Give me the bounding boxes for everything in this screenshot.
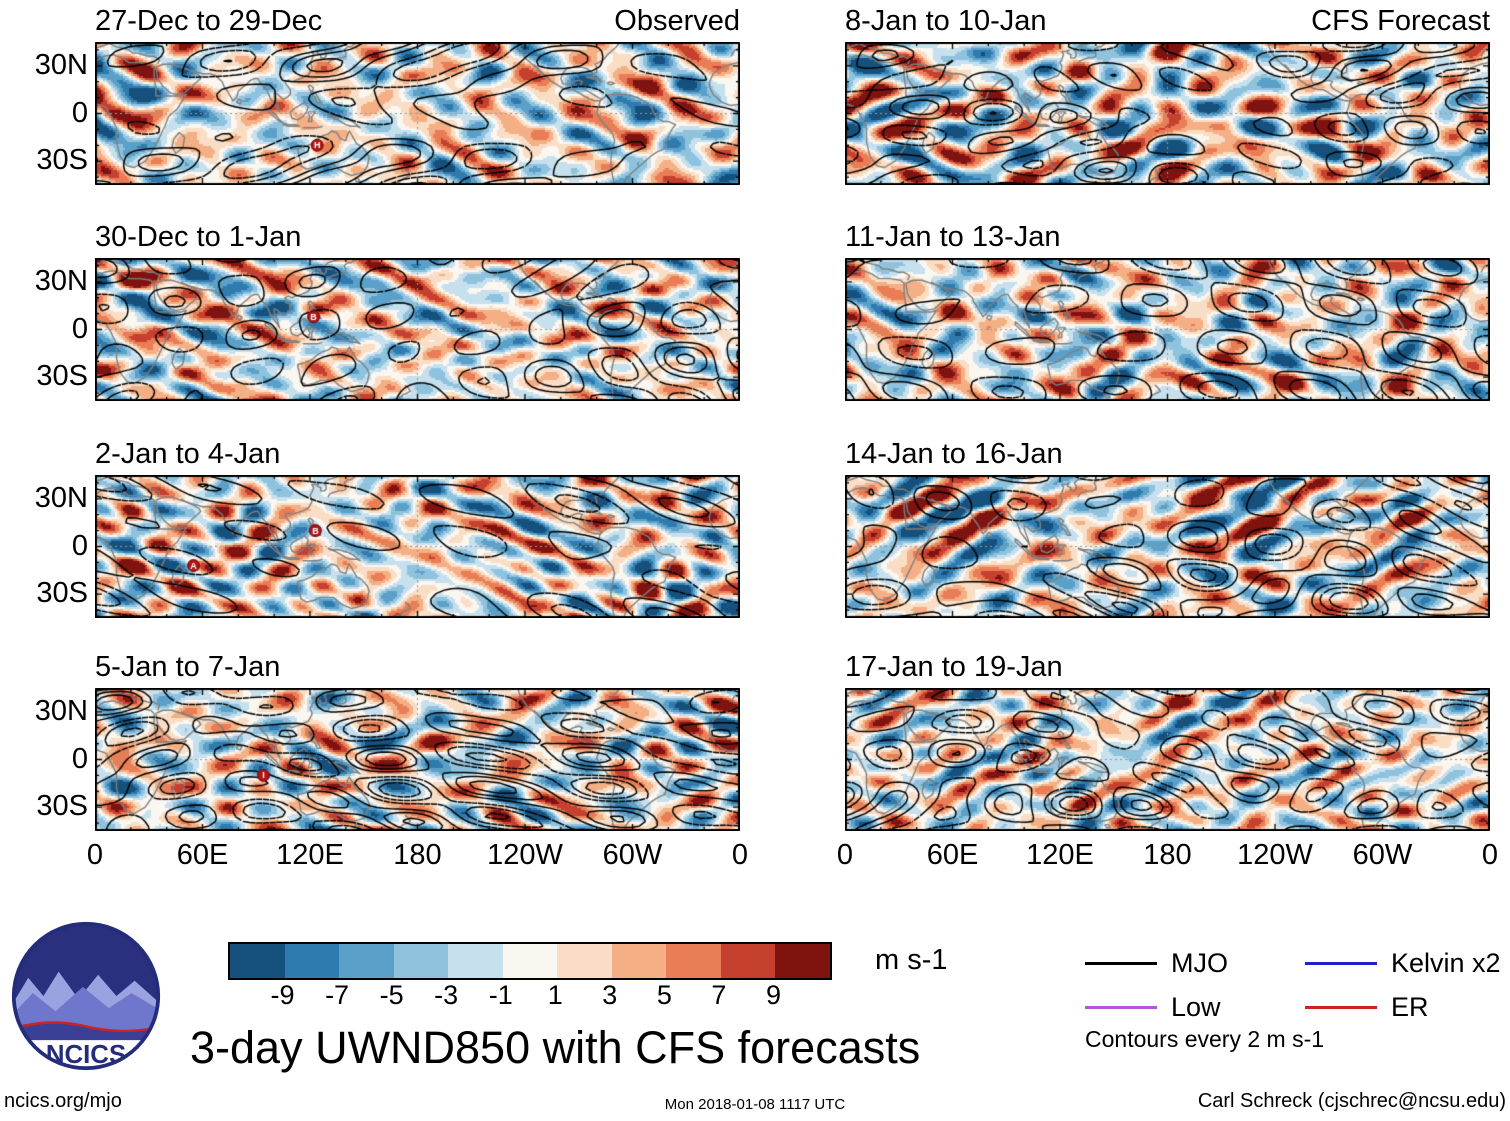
colorbar <box>228 942 832 980</box>
colorbar-cell <box>393 944 449 978</box>
colorbar-cell <box>230 944 285 978</box>
legend-label-mjo: MJO <box>1171 948 1228 978</box>
map-canvas <box>95 258 740 401</box>
colorbar-tick-label: 7 <box>711 980 727 1010</box>
y-axis-label: 30S <box>36 790 88 823</box>
map-canvas <box>845 42 1490 185</box>
panel-title: 8-Jan to 10-Jan <box>845 5 1047 37</box>
x-axis-label: 120W <box>487 839 563 871</box>
author-credit: Carl Schreck (cjschrec@ncsu.edu) <box>1197 1090 1506 1112</box>
colorbar-tick-label: -7 <box>325 980 350 1010</box>
generation-timestamp: Mon 2018-01-08 1117 UTC <box>664 1096 846 1113</box>
y-axis-label: 30S <box>36 360 88 393</box>
logo-foothills <box>13 1022 159 1041</box>
map-canvas <box>845 688 1490 831</box>
colorbar-tick-label: 3 <box>602 980 618 1010</box>
panel-title: 2-Jan to 4-Jan <box>95 438 281 470</box>
er-line-sample <box>1305 1006 1377 1009</box>
colorbar-cell <box>502 944 558 978</box>
panel-corner-label: CFS Forecast <box>1311 5 1490 37</box>
y-axis-label: 0 <box>71 742 88 775</box>
y-axis-label: 30N <box>34 264 88 297</box>
x-axis-label: 120W <box>1237 839 1313 871</box>
map-canvas <box>95 688 740 831</box>
x-axis-label: 0 <box>1481 839 1499 871</box>
x-axis-label: 60W <box>1352 839 1413 871</box>
colorbar-tick-label: -1 <box>488 980 513 1010</box>
legend-item-er: ER <box>1305 992 1429 1023</box>
map-panel-observed-2: 2-Jan to 4-Jan <box>95 438 740 618</box>
y-axis-label: 30N <box>34 481 88 514</box>
colorbar-cell <box>666 944 721 978</box>
map-panel-forecast-1: 11-Jan to 13-Jan <box>845 221 1490 401</box>
colorbar-tick-label: -5 <box>379 980 404 1010</box>
logo-text: NCICS <box>46 1041 126 1069</box>
map-panel-forecast-3: 17-Jan to 19-Jan <box>845 651 1490 831</box>
map-panel-forecast-2: 14-Jan to 16-Jan <box>845 438 1490 618</box>
y-axis-label: 0 <box>71 312 88 345</box>
colorbar-cell <box>339 944 394 978</box>
figure-title: 3-day UWND850 with CFS forecasts <box>190 1022 921 1073</box>
legend-item-low: Low <box>1085 992 1221 1023</box>
y-axis-label: 30S <box>36 144 88 177</box>
colorbar-cell <box>557 944 612 978</box>
colorbar-tick-label: -3 <box>434 980 459 1010</box>
legend-item-mjo: MJO <box>1085 948 1228 979</box>
mjo-line-sample <box>1085 962 1157 965</box>
map-panel-observed-0: 27-Dec to 29-Dec Observed <box>95 5 740 185</box>
panel-title: 11-Jan to 13-Jan <box>845 221 1061 253</box>
y-axis-label: 0 <box>71 529 88 562</box>
x-axis-label: 0 <box>836 839 854 871</box>
map-panel-observed-1: 30-Dec to 1-Jan <box>95 221 740 401</box>
panel-corner-label: Observed <box>614 5 740 37</box>
y-axis-label: 30N <box>34 48 88 81</box>
y-axis-label: 30N <box>34 694 88 727</box>
y-axis-label: 0 <box>71 96 88 129</box>
x-axis-label: 180 <box>393 839 442 871</box>
logo-mountains-front <box>13 986 159 1033</box>
map-canvas <box>845 475 1490 618</box>
panel-title: 30-Dec to 1-Jan <box>95 221 302 253</box>
legend-label-kelvin: Kelvin x2 <box>1391 948 1501 978</box>
site-url: ncics.org/mjo <box>4 1090 122 1112</box>
ncics-logo: NCICS <box>10 920 162 1077</box>
x-axis-label: 60E <box>926 839 979 871</box>
x-axis-label: 0 <box>731 839 749 871</box>
panel-title: 5-Jan to 7-Jan <box>95 651 281 683</box>
map-canvas <box>95 42 740 185</box>
x-axis-label: 180 <box>1143 839 1192 871</box>
x-axis-label: 60E <box>176 839 229 871</box>
map-canvas <box>95 475 740 618</box>
map-panel-forecast-0: 8-Jan to 10-Jan CFS Forecast <box>845 5 1490 185</box>
colorbar-cell <box>720 944 776 978</box>
logo-red-line <box>13 1021 159 1033</box>
colorbar-tick-label: -9 <box>270 980 295 1010</box>
map-panel-observed-3: 5-Jan to 7-Jan <box>95 651 740 831</box>
legend-item-kelvin: Kelvin x2 <box>1305 948 1501 979</box>
legend-label-low: Low <box>1171 992 1221 1022</box>
map-canvas <box>845 258 1490 401</box>
panel-title: 14-Jan to 16-Jan <box>845 438 1063 470</box>
x-axis-label: 120E <box>1026 839 1094 871</box>
x-axis-label: 0 <box>86 839 104 871</box>
y-axis-label: 30S <box>36 577 88 610</box>
colorbar-cell <box>284 944 340 978</box>
colorbar-tick-label: 5 <box>656 980 672 1010</box>
colorbar-cell <box>448 944 503 978</box>
colorbar-cell <box>611 944 667 978</box>
panel-title: 27-Dec to 29-Dec <box>95 5 323 37</box>
colorbar-tick-label: 1 <box>547 980 563 1010</box>
x-axis-label: 120E <box>276 839 344 871</box>
contour-note: Contours every 2 m s-1 <box>1085 1026 1325 1052</box>
colorbar-cell <box>775 944 831 978</box>
low-line-sample <box>1085 1006 1157 1009</box>
colorbar-tick-label: 9 <box>765 980 781 1010</box>
legend-label-er: ER <box>1391 992 1429 1022</box>
x-axis-label: 60W <box>602 839 663 871</box>
kelvin-line-sample <box>1305 962 1377 965</box>
panel-title: 17-Jan to 19-Jan <box>845 651 1063 683</box>
colorbar-units: m s-1 <box>875 944 948 976</box>
